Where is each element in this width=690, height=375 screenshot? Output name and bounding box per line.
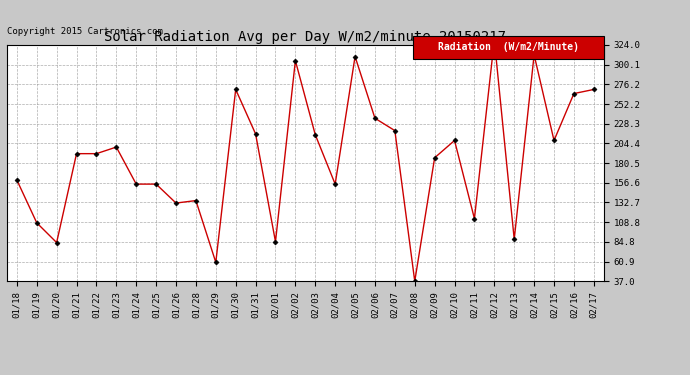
- Bar: [413, 36, 604, 59]
- Text: Copyright 2015 Cartronics.com: Copyright 2015 Cartronics.com: [7, 27, 163, 36]
- Text: Radiation  (W/m2/Minute): Radiation (W/m2/Minute): [437, 42, 579, 52]
- Title: Solar Radiation Avg per Day W/m2/minute 20150217: Solar Radiation Avg per Day W/m2/minute …: [104, 30, 506, 44]
